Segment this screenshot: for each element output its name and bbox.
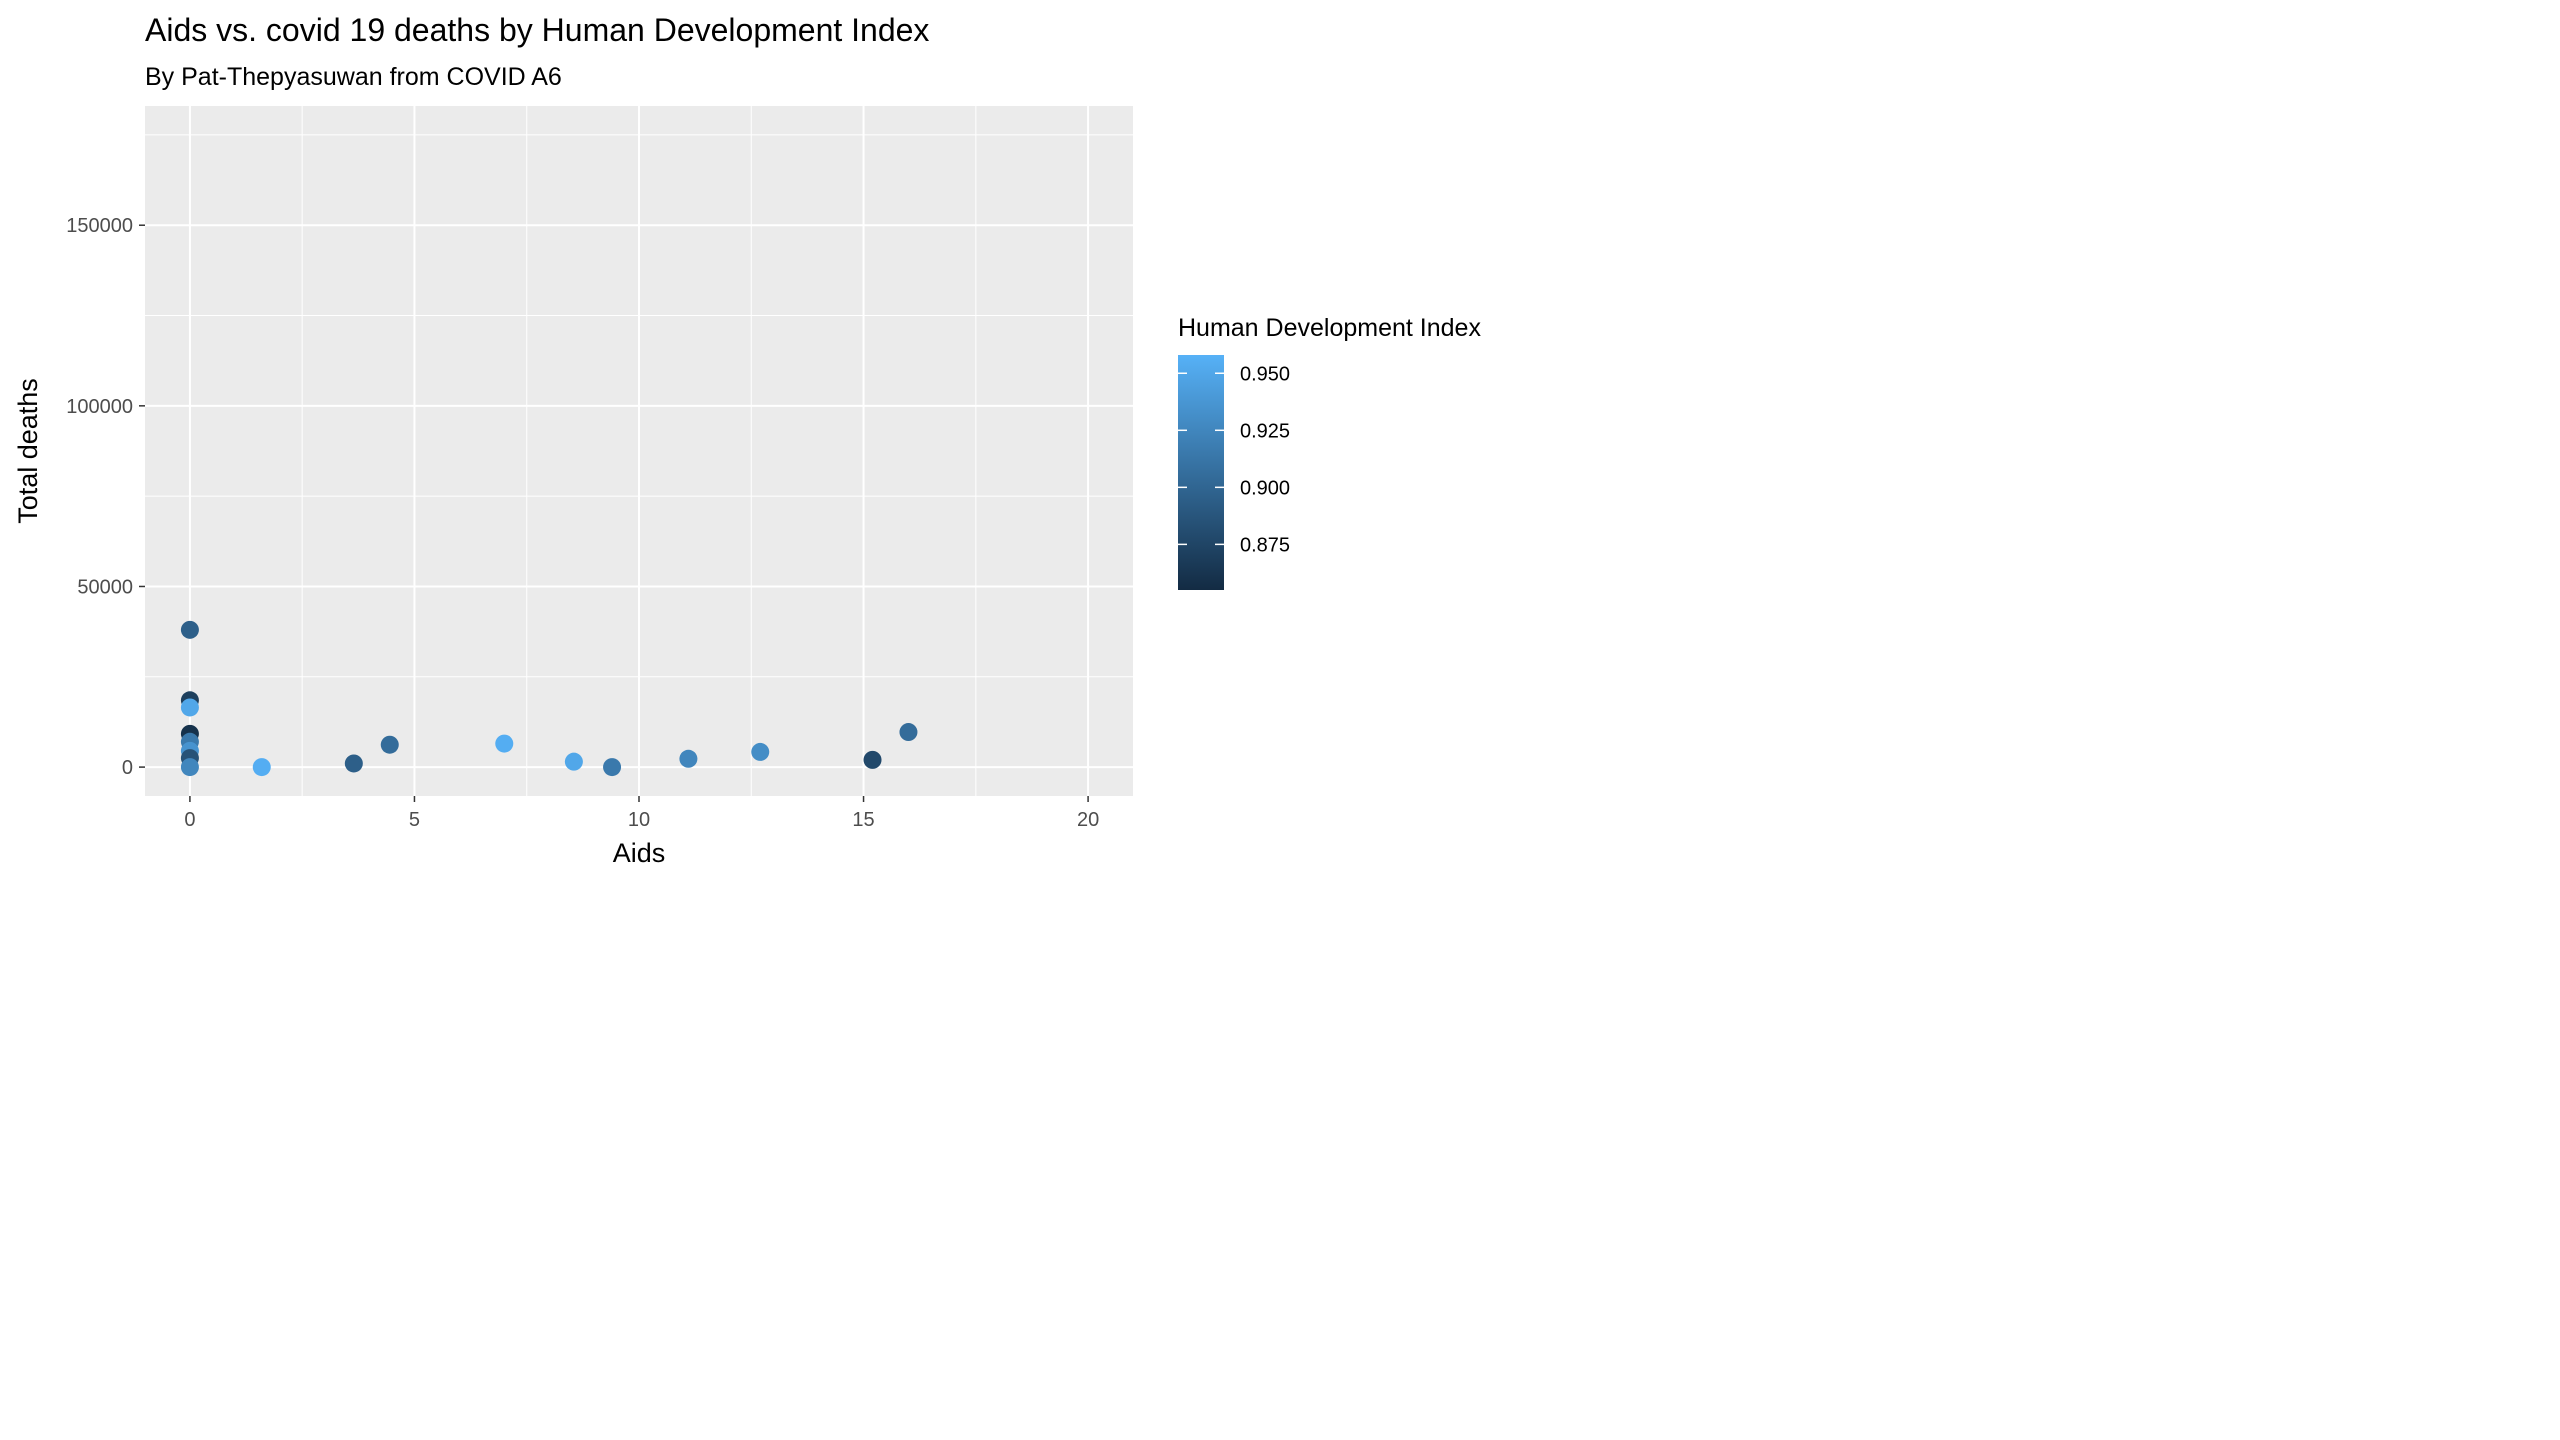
scatter-point <box>252 758 271 777</box>
x-axis-title: Aids <box>613 838 666 868</box>
scatter-point <box>180 698 199 717</box>
scatter-point <box>495 734 514 753</box>
scatter-chart: Aids vs. covid 19 deaths by Human Develo… <box>13 12 1481 868</box>
legend-tick-label: 0.900 <box>1240 477 1290 499</box>
y-tick-label: 100000 <box>66 396 133 418</box>
legend-tick-label: 0.875 <box>1240 534 1290 556</box>
scatter-point <box>751 742 770 761</box>
x-tick-label: 10 <box>628 809 650 831</box>
x-axis: 0 5 10 15 20 <box>184 796 1099 831</box>
legend-tick-label: 0.950 <box>1240 363 1290 385</box>
y-tick-label: 150000 <box>66 215 133 237</box>
legend-colorbar <box>1178 355 1224 590</box>
major-gridlines <box>145 106 1133 796</box>
scatter-point <box>180 758 199 777</box>
x-tick-label: 0 <box>184 809 195 831</box>
legend-ticks: 0.875 0.900 0.925 0.950 <box>1178 363 1290 556</box>
x-tick-label: 20 <box>1077 809 1099 831</box>
y-axis-title: Total deaths <box>13 378 43 524</box>
y-axis: 0 50000 100000 150000 <box>66 215 145 779</box>
scatter-point <box>380 735 399 754</box>
scatter-point <box>863 750 882 769</box>
y-tick-label: 50000 <box>77 576 133 598</box>
legend-title: Human Development Index <box>1178 314 1481 342</box>
legend-tick-label: 0.925 <box>1240 420 1290 442</box>
scatter-point <box>564 752 583 771</box>
chart-figure: Aids vs. covid 19 deaths by Human Develo… <box>0 0 1555 881</box>
scatter-point <box>603 758 622 777</box>
data-points <box>180 620 918 777</box>
scatter-point <box>899 723 918 742</box>
scatter-point <box>679 749 698 768</box>
scatter-point <box>180 620 199 639</box>
x-tick-label: 15 <box>852 809 874 831</box>
scatter-point <box>344 754 363 773</box>
legend: Human Development Index 0.8750.9000.9250… <box>1178 314 1481 590</box>
x-tick-label: 5 <box>409 809 420 831</box>
chart-subtitle: By Pat-Thepyasuwan from COVID A6 <box>145 63 562 91</box>
chart-title: Aids vs. covid 19 deaths by Human Develo… <box>145 12 929 48</box>
y-tick-label: 0 <box>122 757 133 779</box>
